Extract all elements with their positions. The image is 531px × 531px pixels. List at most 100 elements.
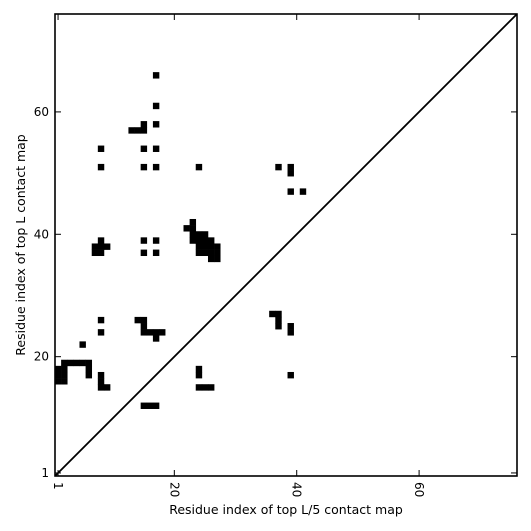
contact-cell	[195, 384, 203, 391]
contact-cell	[140, 145, 148, 152]
contact-cell	[140, 402, 148, 409]
contact-cell	[79, 359, 86, 367]
contact-cell	[55, 378, 62, 385]
contact-cell	[189, 231, 197, 238]
contact-cell	[195, 231, 203, 238]
contact-cell	[97, 237, 105, 244]
contact-cell	[140, 249, 148, 257]
contact-cell	[140, 237, 148, 244]
contact-cell	[67, 359, 74, 367]
contact-cell	[189, 237, 197, 244]
contact-cell	[134, 316, 141, 324]
contact-cell	[214, 249, 221, 257]
contact-cell	[97, 243, 105, 250]
contact-cell	[61, 371, 68, 379]
contact-cell	[146, 402, 154, 409]
contact-cell	[97, 249, 105, 257]
contact-cell	[97, 384, 105, 391]
contact-cell	[299, 188, 307, 195]
contact-cell	[275, 323, 282, 330]
contact-cell	[61, 378, 68, 385]
contact-cell	[152, 145, 160, 152]
axis-ticks: 1 20 40 60 1 20 40 60	[34, 14, 517, 497]
contact-cell	[140, 121, 148, 128]
contact-cell	[287, 323, 294, 330]
contact-cell	[287, 170, 294, 177]
contact-cell	[207, 237, 215, 244]
contact-cell	[207, 249, 215, 257]
contact-cell	[97, 316, 105, 324]
contact-cell	[195, 163, 203, 171]
y-tick-label: 60	[34, 105, 49, 119]
contact-cell	[73, 359, 80, 367]
x-tick-label: 40	[290, 482, 304, 497]
contact-cell	[189, 218, 197, 226]
contact-cell	[207, 243, 215, 250]
contact-cell	[207, 255, 215, 263]
x-tick-label: 20	[167, 482, 181, 497]
y-tick-label: 1	[41, 466, 49, 480]
contact-cell	[195, 243, 203, 250]
contact-cell	[91, 249, 99, 257]
plot-frame	[54, 13, 518, 477]
contact-cell	[140, 163, 148, 171]
contact-cell	[152, 121, 160, 128]
contact-cell	[97, 378, 105, 385]
contact-cell	[195, 371, 203, 379]
contact-cell	[152, 237, 160, 244]
contact-cell	[140, 329, 148, 336]
contact-cell	[97, 145, 105, 152]
contact-cell	[97, 329, 105, 336]
contact-cell	[85, 365, 93, 373]
contact-cell	[159, 329, 166, 336]
contact-cell	[140, 127, 148, 134]
contact-cell	[152, 402, 160, 409]
contact-cell	[189, 225, 197, 232]
contact-cell	[152, 249, 160, 257]
contact-cell	[140, 316, 148, 324]
y-tick-label: 20	[34, 350, 49, 364]
contact-cell	[195, 249, 203, 257]
contact-cell	[183, 225, 190, 232]
contact-cell	[55, 371, 62, 379]
contact-cell	[91, 243, 99, 250]
contact-cell	[287, 329, 294, 336]
contact-cell	[195, 365, 203, 373]
contact-cell	[207, 384, 215, 391]
contact-cell	[201, 384, 209, 391]
contact-cell	[152, 72, 160, 79]
contact-cell	[287, 371, 294, 379]
x-axis-title: Residue index of top L/5 contact map	[169, 502, 403, 517]
contact-cell	[85, 371, 93, 379]
contact-cell	[275, 316, 282, 324]
contact-cell	[146, 329, 154, 336]
diagonal-line-segment	[54, 13, 518, 477]
contact-cell	[140, 323, 148, 330]
contact-cell	[79, 341, 86, 348]
contact-cell	[275, 163, 282, 171]
contact-cell	[152, 335, 160, 342]
contact-cell	[287, 188, 294, 195]
contact-cells	[55, 72, 307, 409]
diagonal-line	[54, 13, 518, 477]
contact-cell	[214, 243, 221, 250]
contact-cell	[152, 102, 160, 110]
contact-cell	[275, 310, 282, 318]
contact-cell	[97, 371, 105, 379]
contact-cell	[152, 163, 160, 171]
contact-cell	[214, 255, 221, 263]
y-axis-title: Residue index of top L contact map	[13, 134, 28, 355]
contact-cell	[128, 127, 135, 134]
contact-cell	[103, 384, 111, 391]
y-tick-label: 40	[34, 227, 49, 241]
contact-cell	[201, 243, 209, 250]
contact-cell	[269, 310, 276, 318]
contact-cell	[201, 231, 209, 238]
contact-cell	[97, 163, 105, 171]
x-tick-label: 1	[51, 482, 65, 490]
contact-cell	[85, 359, 93, 367]
contact-cell	[201, 237, 209, 244]
contact-cell	[134, 127, 141, 134]
contact-cell	[61, 359, 68, 367]
